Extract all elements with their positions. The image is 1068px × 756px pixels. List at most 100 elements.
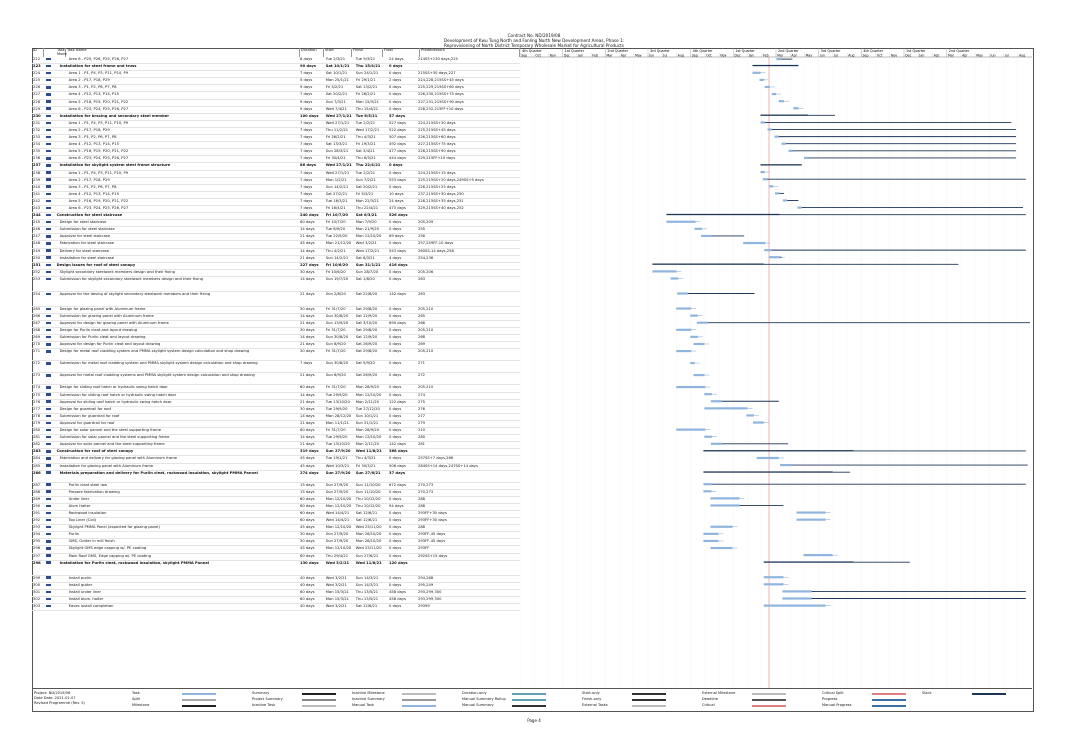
task-row[interactable]: 293 Skylight PMMA Panel (expected for gla… [32, 524, 520, 533]
auto-schedule-icon [45, 350, 51, 353]
task-row[interactable]: 250 Installation for steel staircase 21 da… [32, 255, 520, 263]
task-row[interactable]: 225 Area 2 - P17, P18, P29 5 days Mon 25/1/… [32, 77, 520, 86]
task-row[interactable]: 226 Area 3 - P1, P2, P6, P7, P8 9 days Fri … [32, 84, 520, 93]
legend-item: Duration-only [462, 691, 487, 695]
task-row[interactable]: 234 Area 4 - P12, P13, P14, P15 7 days Sat … [32, 141, 520, 150]
task-row[interactable]: 275 Submission for sliding roof hatch or … [32, 392, 520, 400]
task-row[interactable]: 279 Approval for guardrail for roof 21 day… [32, 420, 520, 429]
task-row[interactable]: 245 Design for steel staircase 60 days Fri … [32, 219, 520, 228]
task-row[interactable]: 299 Install purlin 40 days Wed 3/2/21 Sun 14… [32, 575, 520, 583]
task-row[interactable]: 288 Prepare fabrication drawing 15 days Sun… [32, 489, 520, 497]
task-row[interactable]: 271 Design for metal roof cladding system… [32, 348, 520, 362]
task-row[interactable]: 289 Under liner 60 days Mon 12/10/20 Thu 10/… [32, 496, 520, 504]
task-row[interactable]: 268 Design for Purlin cleat and layout dr… [32, 327, 520, 336]
task-bar [704, 407, 748, 410]
task-duration: 30 days [299, 531, 325, 540]
task-bar [778, 100, 784, 103]
task-bar [771, 92, 777, 96]
task-row[interactable]: 222 Area 6 - P25, P26, P25, P26, P27 8 day… [32, 57, 520, 65]
task-duration: 21 days [299, 255, 325, 263]
task-name-text: Rockwood insulation [68, 510, 107, 515]
task-row[interactable]: 298 Installation for Purlin cleat, rockwo… [32, 560, 520, 576]
task-row[interactable]: 223 Installation for steel frame and trus… [32, 63, 520, 72]
task-row[interactable]: 301 Install under liner 60 days Mon 15/3/21… [32, 589, 520, 597]
task-float: 522 days [388, 127, 417, 136]
task-row[interactable]: 230 Installation for bracing and secondar… [32, 113, 520, 121]
task-start: Fri 10/6/20 [324, 269, 355, 277]
task-row[interactable]: 274 Design for sliding roof hatch or hydr… [32, 384, 520, 393]
task-row[interactable]: 302 Install alum. halter 60 days Mon 15/3/2… [32, 596, 520, 605]
task-row[interactable]: 281 Submission for solar pannel and the s… [32, 434, 520, 443]
task-row[interactable]: 229 Area 6 - P23, P24, P25, P26, P27 9 day… [32, 106, 520, 114]
task-row[interactable]: 272 Submission for metal roof cladding sy… [32, 360, 520, 374]
task-row[interactable]: 244 Construction for steel staircase 240 d… [32, 212, 520, 221]
task-row[interactable]: 253 Submission for skylight secondary ste… [32, 276, 520, 292]
task-row[interactable]: 254 Approval for the desing of skylight s… [32, 291, 520, 307]
task-row[interactable]: 280 Design for solar pannel and the steel… [32, 427, 520, 436]
task-row[interactable]: 286 Materials preparation and delivery fo… [32, 470, 520, 483]
task-float: 0 days [388, 327, 417, 336]
task-row[interactable]: 242 Area 5 - P16, P19, P20, P21, P22 7 day… [32, 198, 520, 206]
task-row[interactable]: 243 Area 6 - P23, P24, P25, P26, P27 7 day… [32, 205, 520, 214]
task-row[interactable]: 267 Approval for design for glazing panel… [32, 320, 520, 329]
task-row[interactable]: 287 Purlin cleat steel row 15 days Sun 27/9… [32, 482, 520, 490]
task-id: 243 [32, 205, 45, 214]
task-row[interactable]: 231 Area 1 - P1, P4, P3, P11, P10, P9 7 da… [32, 120, 520, 128]
task-row[interactable]: 238 Area 1 - P1, P4, P3, P11, P10, P9 7 da… [32, 170, 520, 178]
task-row[interactable]: 277 Design for guardrail for roof 30 days T… [32, 406, 520, 414]
task-row[interactable]: 284 Fabrication and delivery for glazing … [32, 455, 520, 464]
task-start: Sun 27/9/20 [324, 531, 355, 540]
task-bar [767, 128, 772, 131]
task-row[interactable]: 285 Installation for glazing panel with A… [32, 463, 520, 471]
task-finish: Fri 30/3/21 [354, 463, 389, 471]
task-name-text: Approval for solar pannel and the steel … [59, 442, 165, 447]
task-row[interactable]: 269 Submission for Purlin cleat and layou… [32, 334, 520, 343]
task-row[interactable]: 303 Eaves install completion 40 days Wed 3/… [32, 603, 520, 612]
task-row[interactable]: 248 Fabrication for steel staircase 45 day… [32, 240, 520, 249]
auto-schedule-icon [45, 185, 51, 188]
task-row[interactable]: 295 GMS, Gutter in mill finish 30 days Sun … [32, 538, 520, 547]
task-row[interactable]: 273 Approval for metal roof cladding syst… [32, 372, 520, 386]
task-row[interactable]: 239 Area 2 - P17, P18, P29 7 days Mon 1/2/2… [32, 177, 520, 185]
task-row[interactable]: 241 Area 4 - P12, P13, P14, P15 7 days Sat … [32, 191, 520, 199]
task-row[interactable]: 297 Main Roof GMS, Edge capping w/. PE co… [32, 553, 520, 561]
task-name: Area 1 - P1, P4, P3, P11, P10, P9 [55, 70, 300, 79]
task-row[interactable]: 265 Design for glazing panel with Aluminu… [32, 306, 520, 315]
task-row[interactable]: 296 Skylight GMS edge capping w/. PE coat… [32, 545, 520, 554]
task-row[interactable]: 247 Approval for steel staircase 21 days Tu… [32, 233, 520, 242]
task-row[interactable]: 232 Area 2 - P17, P18, P29 7 days Thu 11/2/… [32, 127, 520, 136]
task-row[interactable]: 270 Approval for design for Purlin cleat … [32, 341, 520, 350]
task-row[interactable]: 228 Area 5 - P16, P19, P20, P21, P22 9 day… [32, 99, 520, 107]
task-bar [710, 400, 722, 403]
task-row[interactable]: 233 Area 3 - P1, P2, P6, P7, P8 7 days Fri … [32, 134, 520, 143]
task-row[interactable]: 252 Skylight secondary steelwork members … [32, 269, 520, 277]
task-row[interactable]: 240 Area 3 - P1, P2, P6, P7, P8 7 days Sun … [32, 184, 520, 192]
task-row[interactable]: 246 Submission for steel staircase 14 days… [32, 226, 520, 235]
task-row[interactable]: 278 Submission for guardrail for roof 14 d… [32, 413, 520, 421]
task-row[interactable]: 249 Delivery for steel staircase 14 days Th… [32, 248, 520, 256]
task-row[interactable]: 224 Area 1 - P1, P4, P3, P11, P10, P9 7 da… [32, 70, 520, 79]
task-row[interactable]: 251 Design issues for roof of steel canop… [32, 262, 520, 270]
task-id: 247 [32, 233, 45, 242]
task-row[interactable]: 236 Area 6 - P23, P24, P25, P26, P27 7 day… [32, 155, 520, 164]
task-predecessors: 224,228,215SS+45 days [416, 77, 520, 86]
task-row[interactable]: 266 Submission for glazing panel with Alu… [32, 313, 520, 322]
task-row[interactable]: 294 Purlin 30 days Sun 27/9/20 Mon 26/10/20 0… [32, 531, 520, 540]
task-id: 238 [32, 170, 45, 178]
task-row[interactable]: 291 Rockwood insulation 60 days Wed 14/4/21… [32, 510, 520, 519]
task-row[interactable]: 292 Top Liner (Coil) 60 days Wed 14/4/21 Sat… [32, 517, 520, 526]
task-row[interactable]: 282 Approval for solar pannel and the ste… [32, 441, 520, 450]
task-row[interactable]: 237 Installation for skylight system stee… [32, 162, 520, 171]
task-row[interactable]: 227 Area 4 - P12, P13, P14, P15 7 days Sat … [32, 91, 520, 100]
task-start: Fri 31/7/20 [324, 348, 355, 362]
task-finish: Wed 25/11/20 [354, 524, 389, 533]
task-mode-icon [44, 341, 56, 350]
task-row[interactable]: 235 Area 5 - P16, P19, P20, P21, P22 7 day… [32, 148, 520, 157]
task-row[interactable]: 276 Approval for sliding roof hatch or hy… [32, 399, 520, 407]
task-bar [703, 490, 712, 493]
task-row[interactable]: 300 Install gutter 40 days Wed 3/2/21 Sun 14… [32, 582, 520, 590]
task-row[interactable]: 283 Construction for roof of steel canopy… [32, 448, 520, 457]
task-mode-icon [44, 560, 56, 576]
task-mode-icon [44, 603, 56, 612]
task-row[interactable]: 290 Alum Halter 60 days Mon 12/10/20 Thu 10/… [32, 503, 520, 511]
